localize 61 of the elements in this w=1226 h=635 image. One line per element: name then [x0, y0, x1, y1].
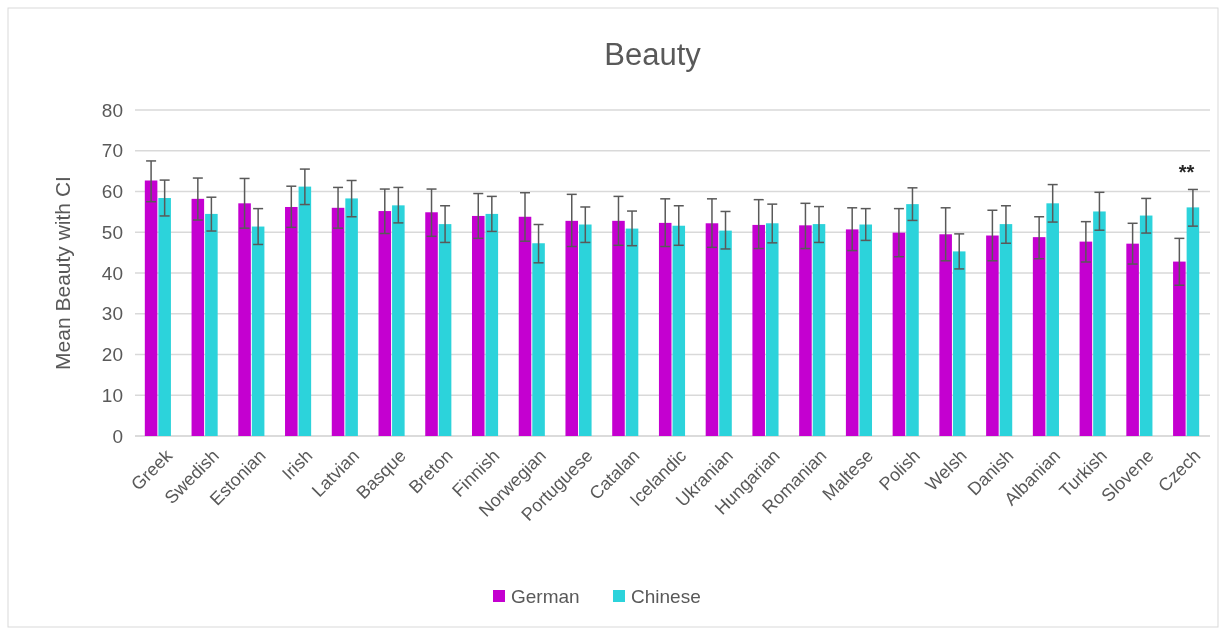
bar — [672, 225, 686, 436]
bar — [471, 215, 485, 436]
bar — [158, 198, 171, 436]
bar — [859, 224, 873, 436]
bar — [144, 180, 158, 436]
bar — [612, 220, 625, 436]
bar — [251, 226, 265, 436]
bar — [298, 186, 312, 436]
bar — [1032, 237, 1046, 436]
bar — [425, 212, 438, 436]
bar — [1126, 243, 1139, 436]
bar — [812, 224, 826, 436]
bar — [378, 211, 392, 436]
bar — [238, 203, 251, 436]
legend-label: German — [511, 585, 580, 607]
bar — [392, 205, 405, 436]
bar — [579, 224, 592, 436]
y-tick-label: 50 — [101, 221, 123, 243]
bar — [952, 251, 966, 436]
x-tick-label: Irish — [278, 445, 317, 484]
bar — [1173, 261, 1186, 436]
bar — [705, 223, 719, 436]
bar — [906, 204, 919, 436]
y-tick-label: 10 — [101, 384, 123, 406]
y-tick-label: 40 — [101, 262, 123, 284]
bar — [518, 216, 532, 436]
annotation: ** — [1178, 161, 1195, 184]
bar — [892, 232, 906, 436]
bar — [986, 235, 999, 436]
y-tick-label: 20 — [101, 344, 123, 366]
bar — [1139, 215, 1153, 436]
bar — [345, 198, 358, 436]
bar — [1046, 203, 1059, 436]
y-tick-label: 0 — [112, 425, 123, 447]
bar — [565, 220, 579, 436]
bar — [1186, 207, 1200, 436]
bar — [765, 223, 779, 436]
bar — [285, 206, 298, 436]
bar — [658, 222, 672, 436]
bar — [799, 225, 812, 436]
y-tick-label: 70 — [101, 140, 123, 162]
bar — [532, 243, 545, 436]
bar — [205, 213, 218, 436]
bar — [1093, 211, 1106, 436]
chart-title: Beauty — [604, 37, 702, 72]
bar — [999, 224, 1013, 436]
bar — [752, 224, 765, 436]
bar — [485, 213, 499, 436]
bar — [625, 228, 639, 436]
legend-label: Chinese — [631, 585, 701, 607]
bar — [939, 234, 952, 436]
bar — [331, 207, 345, 436]
bar — [191, 198, 205, 436]
bar — [438, 224, 452, 436]
bar — [1079, 241, 1093, 436]
y-tick-label: 60 — [101, 181, 123, 203]
y-tick-label: 30 — [101, 303, 123, 325]
bar — [845, 229, 859, 436]
y-axis-title: Mean Beauty with CI — [51, 176, 74, 370]
y-tick-label: 80 — [101, 99, 123, 121]
bar — [719, 230, 732, 436]
